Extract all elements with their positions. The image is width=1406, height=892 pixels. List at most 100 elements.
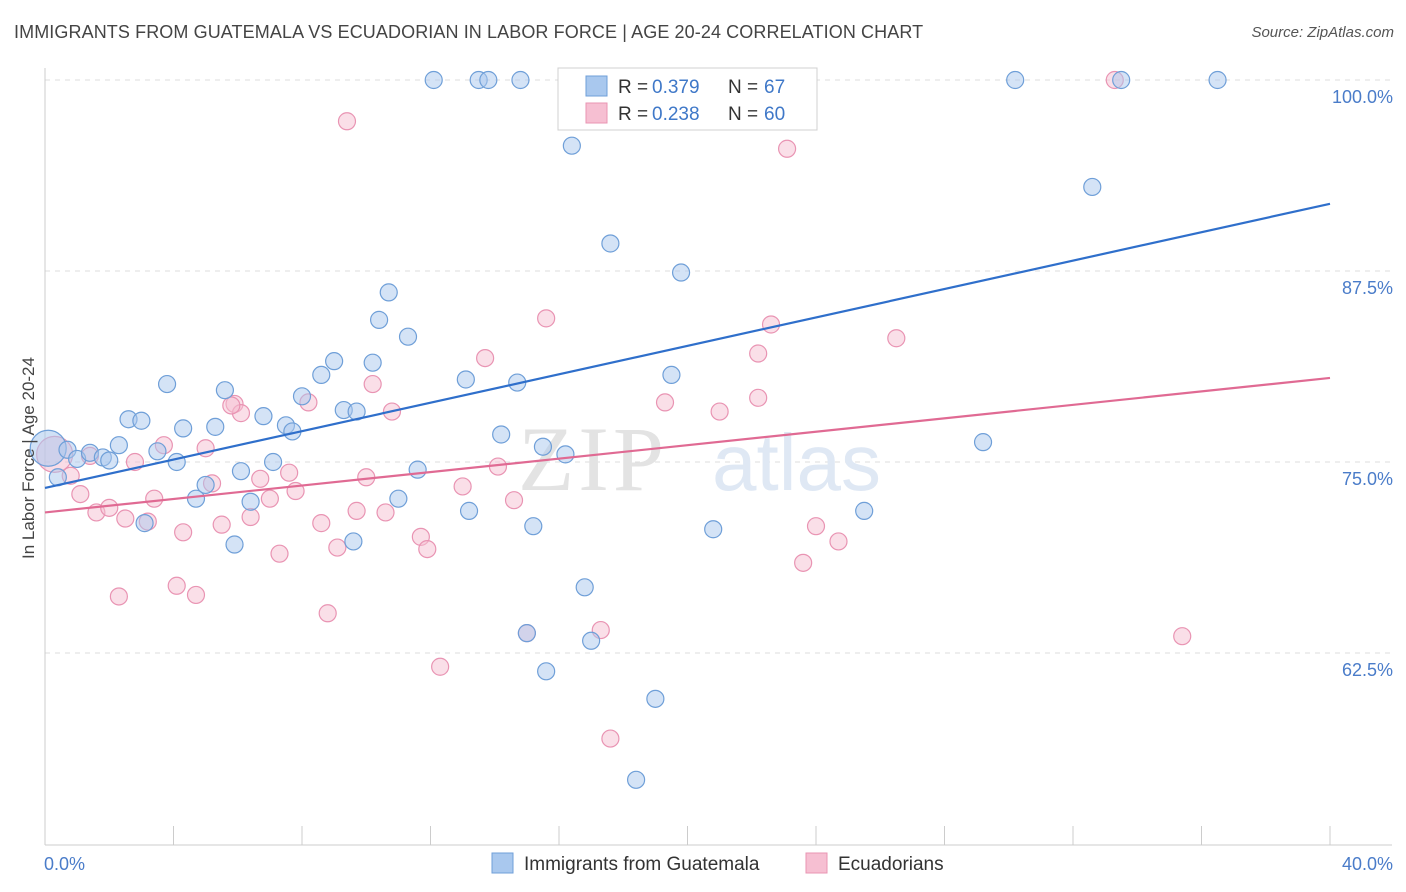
guatemala-point-54 bbox=[626, 770, 646, 789]
ecuadorians-point-37 bbox=[418, 539, 437, 559]
legend-r-label-1: R = bbox=[618, 77, 648, 98]
guatemala-point-33 bbox=[370, 310, 389, 329]
guatemala-trend-line bbox=[44, 202, 1331, 490]
guatemala-point-53 bbox=[601, 234, 620, 253]
guatemala-point-15 bbox=[186, 489, 206, 508]
ecuadorians-point-53 bbox=[794, 553, 813, 572]
ecuadorians-point-7 bbox=[116, 509, 135, 528]
ecuadorians-point-59 bbox=[222, 396, 241, 415]
y-tick-label-1: 87.5% bbox=[1342, 278, 1393, 298]
legend-n-value-2: 60 bbox=[764, 104, 785, 125]
guatemala-point-22 bbox=[254, 407, 273, 426]
ecuadorians-point-14 bbox=[186, 585, 206, 605]
ecuadorians-point-34 bbox=[376, 503, 395, 522]
ecuadorians-point-29 bbox=[328, 538, 347, 557]
series-legend-label-guatemala: Immigrants from Guatemala bbox=[524, 854, 760, 875]
ecuadorians-point-50 bbox=[749, 344, 768, 363]
guatemala-point-43 bbox=[492, 425, 511, 444]
y-tick-label-3: 62.5% bbox=[1342, 660, 1393, 680]
legend: R = 0.379 N = 67 R = 0.238 N = 60 bbox=[557, 67, 818, 131]
ecuadorians-point-52 bbox=[777, 139, 797, 158]
ecuadorians-point-28 bbox=[318, 604, 337, 623]
ecuadorians-point-40 bbox=[476, 348, 495, 368]
guatemala-point-46 bbox=[524, 517, 543, 536]
y-tick-label-0: 100.0% bbox=[1332, 87, 1393, 107]
guatemala-point-28 bbox=[325, 352, 344, 371]
guatemala-point-64 bbox=[1208, 70, 1227, 90]
series-guatemala-points bbox=[29, 70, 1227, 789]
ecuadorians-point-47 bbox=[655, 393, 675, 412]
ecuadorians-point-5 bbox=[100, 498, 119, 517]
ecuadorians-point-22 bbox=[260, 489, 279, 508]
guatemala-point-56 bbox=[662, 365, 681, 385]
ecuadorians-point-27 bbox=[312, 514, 331, 533]
guatemala-point-38 bbox=[424, 70, 443, 90]
guatemala-point-18 bbox=[215, 381, 234, 400]
guatemala-point-21 bbox=[241, 492, 260, 511]
guatemala-point-27 bbox=[312, 365, 331, 385]
ecuadorians-point-23 bbox=[270, 544, 289, 563]
series-legend: Immigrants from Guatemala Ecuadorians bbox=[491, 852, 944, 875]
ecuadorians-point-51 bbox=[761, 315, 781, 334]
ecuadorians-point-49 bbox=[749, 388, 768, 407]
guatemala-point-19 bbox=[225, 535, 244, 554]
guatemala-point-20 bbox=[231, 462, 251, 481]
watermark-zip: ZIP bbox=[518, 408, 668, 510]
guatemala-point-61 bbox=[973, 433, 993, 452]
guatemala-point-14 bbox=[174, 419, 193, 438]
ecuadorians-point-44 bbox=[537, 309, 556, 328]
guatemala-point-57 bbox=[671, 263, 691, 282]
guatemala-point-10 bbox=[135, 514, 154, 533]
ecuadorians-point-6 bbox=[109, 587, 128, 606]
ecuadorians-point-13 bbox=[174, 523, 193, 542]
ecuadorians-point-56 bbox=[887, 329, 906, 348]
watermark-atlas: atlas bbox=[712, 418, 881, 507]
guatemala-point-47 bbox=[533, 437, 553, 456]
grid-lines bbox=[45, 79, 1392, 654]
legend-r-value-2: 0.238 bbox=[652, 104, 700, 125]
ecuadorians-point-24 bbox=[280, 463, 299, 482]
guatemala-point-55 bbox=[646, 689, 665, 708]
guatemala-point-58 bbox=[704, 520, 723, 539]
ecuadorians-point-33 bbox=[363, 374, 382, 394]
legend-swatch-blue bbox=[585, 75, 608, 97]
guatemala-point-37 bbox=[408, 460, 427, 479]
guatemala-point-6 bbox=[100, 451, 119, 470]
trend-lines bbox=[44, 202, 1331, 514]
series-legend-swatch-ecuadorians bbox=[805, 852, 828, 874]
ecuadorians-point-31 bbox=[347, 501, 366, 520]
guatemala-point-63 bbox=[1112, 70, 1131, 90]
ecuadorians-point-58 bbox=[1173, 627, 1192, 646]
guatemala-point-48 bbox=[537, 662, 556, 681]
guatemala-point-40 bbox=[459, 501, 479, 520]
ecuadorians-point-39 bbox=[453, 477, 472, 496]
guatemala-point-34 bbox=[379, 283, 398, 302]
ecuadorians-point-54 bbox=[806, 517, 826, 536]
series-legend-label-ecuadorians: Ecuadorians bbox=[838, 854, 944, 875]
guatemala-point-66 bbox=[511, 70, 530, 90]
guatemala-point-13 bbox=[167, 452, 186, 472]
ecuadorians-point-38 bbox=[431, 657, 450, 676]
guatemala-point-59 bbox=[855, 501, 874, 520]
y-tick-label-2: 75.0% bbox=[1342, 469, 1393, 489]
ecuadorians-point-12 bbox=[167, 576, 186, 595]
ecuadorians-point-30 bbox=[337, 112, 357, 131]
guatemala-point-11 bbox=[148, 442, 167, 461]
ecuadorians-point-48 bbox=[710, 402, 729, 421]
guatemala-point-52 bbox=[582, 631, 601, 650]
ecuadorians-point-10 bbox=[145, 489, 164, 508]
ecuadorians-trend-line bbox=[44, 376, 1331, 514]
guatemala-point-32 bbox=[363, 353, 382, 372]
source-credit: Source: ZipAtlas.com bbox=[1251, 24, 1394, 41]
guatemala-point-30 bbox=[344, 532, 363, 551]
guatemala-point-36 bbox=[398, 327, 418, 346]
tick-labels: 100.0% 87.5% 75.0% 62.5% 0.0% 40.0% bbox=[44, 87, 1393, 874]
guatemala-point-7 bbox=[109, 436, 128, 455]
legend-r-label-2: R = bbox=[618, 104, 648, 125]
series-legend-swatch-guatemala bbox=[491, 852, 514, 874]
ecuadorians-point-20 bbox=[241, 507, 260, 527]
ecuadorians-point-2 bbox=[71, 484, 90, 504]
guatemala-point-60 bbox=[1006, 70, 1025, 90]
ecuadorians-point-46 bbox=[601, 729, 620, 748]
